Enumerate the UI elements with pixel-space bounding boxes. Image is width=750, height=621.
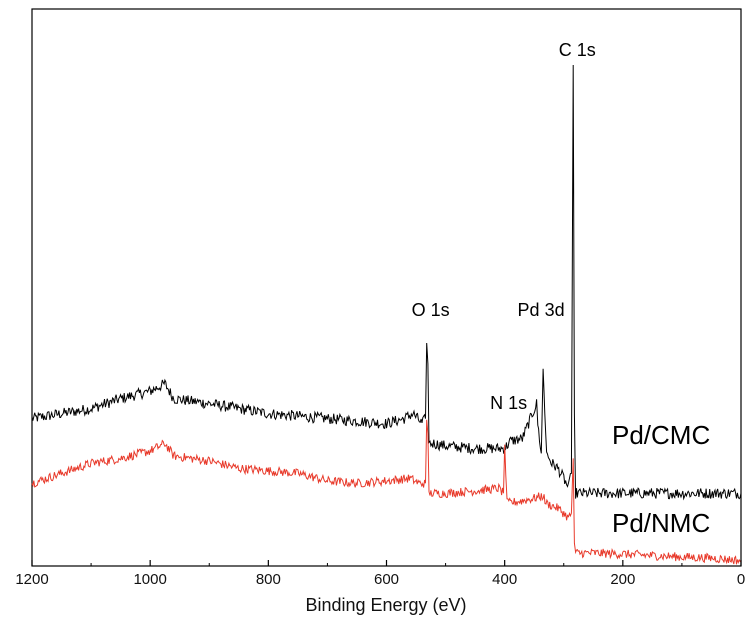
- x-tick-label: 1200: [15, 571, 48, 588]
- series-line-pd-cmc: [31, 64, 742, 501]
- x-tick-label: 800: [256, 571, 281, 588]
- x-tick-label: 200: [610, 571, 635, 588]
- x-tick-label: 400: [492, 571, 517, 588]
- x-axis-title: Binding Energy (eV): [305, 595, 466, 615]
- peak-label-c-1s: C 1s: [559, 40, 596, 60]
- series-line-pd-nmc: [31, 419, 742, 565]
- series-label-pd-nmc: Pd/NMC: [612, 508, 710, 538]
- series-label-pd-cmc: Pd/CMC: [612, 420, 710, 450]
- x-tick-label: 0: [737, 571, 745, 588]
- x-tick-label: 1000: [133, 571, 166, 588]
- x-tick-label: 600: [374, 571, 399, 588]
- peak-label-o-1s: O 1s: [412, 300, 450, 320]
- peak-label-n-1s: N 1s: [490, 393, 527, 413]
- annotation-layer: C 1s O 1s Pd 3d N 1s: [412, 40, 596, 413]
- series-layer: [31, 64, 742, 565]
- tick-layer: 1200 1000 800 600 400 200 0: [15, 560, 745, 588]
- peak-label-pd-3d: Pd 3d: [518, 300, 565, 320]
